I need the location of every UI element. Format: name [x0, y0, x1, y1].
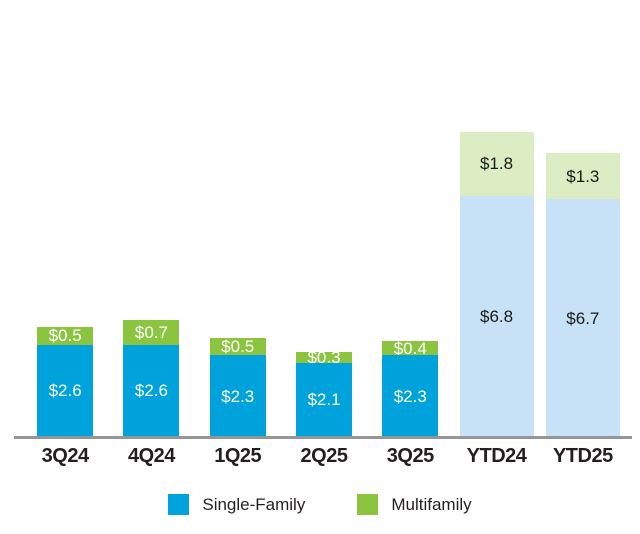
bar-column-2q25: $2.1 $0.3: [281, 0, 367, 437]
x-axis-labels: 3Q24 4Q24 1Q25 2Q25 3Q25 YTD24 YTD25: [22, 445, 626, 468]
segment-multifamily-1q25: $0.5: [209, 337, 266, 356]
stacked-bar-ytd24: $6.8 $1.8: [459, 131, 534, 437]
stacked-bar-3q24: $2.6 $0.5: [37, 326, 94, 437]
stacked-bar-1q25: $2.3 $0.5: [209, 337, 266, 437]
segment-single-family-ytd25: $6.7: [545, 199, 620, 437]
x-axis-label-ytd25: YTD25: [552, 445, 613, 467]
stacked-bar-4q24: $2.6 $0.7: [123, 319, 180, 437]
legend-swatch-multifamily: [357, 494, 379, 515]
value-label-multifamily-2q25: $0.3: [307, 347, 341, 367]
value-label-multifamily-ytd24: $1.8: [480, 154, 514, 174]
x-axis-label-4q24: 4Q24: [127, 445, 175, 467]
bar-column-3q25: $2.3 $0.4: [367, 0, 453, 437]
stacked-bar-ytd25: $6.7 $1.3: [545, 153, 620, 437]
segment-multifamily-3q25: $0.4: [382, 338, 439, 358]
segment-single-family-ytd24: $6.8: [459, 195, 534, 437]
bar-column-ytd25: $6.7 $1.3: [540, 0, 626, 437]
value-label-single-family-1q25: $2.3: [221, 386, 255, 406]
x-axis-label-1q25: 1Q25: [214, 445, 262, 467]
legend-item-multifamily: Multifamily: [357, 494, 472, 515]
legend-item-single-family: Single-Family: [168, 494, 305, 515]
segment-multifamily-ytd24: $1.8: [459, 131, 534, 196]
chart-legend: Single-Family Multifamily: [0, 494, 640, 515]
segment-multifamily-2q25: $0.3: [295, 347, 352, 367]
x-axis-label-3q24: 3Q24: [41, 445, 89, 467]
segment-single-family-2q25: $2.1: [295, 362, 352, 437]
value-label-multifamily-ytd25: $1.3: [566, 166, 600, 186]
value-label-single-family-ytd24: $6.8: [480, 306, 514, 326]
segment-multifamily-4q24: $0.7: [123, 319, 180, 345]
segment-single-family-3q24: $2.6: [37, 344, 94, 437]
x-axis-label-2q25: 2Q25: [300, 445, 348, 467]
stacked-bar-2q25: $2.1 $0.3: [295, 347, 352, 437]
segment-single-family-1q25: $2.3: [209, 355, 266, 437]
value-label-multifamily-1q25: $0.5: [221, 337, 255, 356]
x-axis-label-3q25: 3Q25: [386, 445, 434, 467]
bar-column-4q24: $2.6 $0.7: [108, 0, 194, 437]
value-label-single-family-ytd25: $6.7: [566, 308, 600, 328]
legend-label-single-family: Single-Family: [202, 494, 306, 514]
value-label-multifamily-3q24: $0.5: [48, 326, 82, 346]
bar-column-ytd24: $6.8 $1.8: [453, 0, 539, 437]
segment-multifamily-ytd25: $1.3: [545, 153, 620, 200]
value-label-single-family-2q25: $2.1: [307, 390, 341, 410]
x-axis-label-ytd24: YTD24: [466, 445, 527, 467]
x-axis-line: [14, 436, 632, 439]
legend-label-multifamily: Multifamily: [391, 494, 472, 514]
bar-column-3q24: $2.6 $0.5: [22, 0, 108, 437]
plot-area: $2.6 $0.5 $2.6 $0.7 $2.3 $0.5 $2.1 $0.3 $2.3 $0.4…: [22, 0, 626, 437]
value-label-multifamily-3q25: $0.4: [393, 338, 427, 358]
bar-column-1q25: $2.3 $0.5: [195, 0, 281, 437]
segment-single-family-4q24: $2.6: [123, 344, 180, 437]
segment-single-family-3q25: $2.3: [382, 355, 439, 437]
legend-swatch-single-family: [168, 494, 190, 515]
segment-multifamily-3q24: $0.5: [37, 326, 94, 346]
value-label-single-family-3q25: $2.3: [393, 386, 427, 406]
stacked-bar-3q25: $2.3 $0.4: [382, 338, 439, 437]
value-label-multifamily-4q24: $0.7: [134, 322, 168, 342]
value-label-single-family-3q24: $2.6: [48, 381, 82, 401]
value-label-single-family-4q24: $2.6: [134, 381, 168, 401]
